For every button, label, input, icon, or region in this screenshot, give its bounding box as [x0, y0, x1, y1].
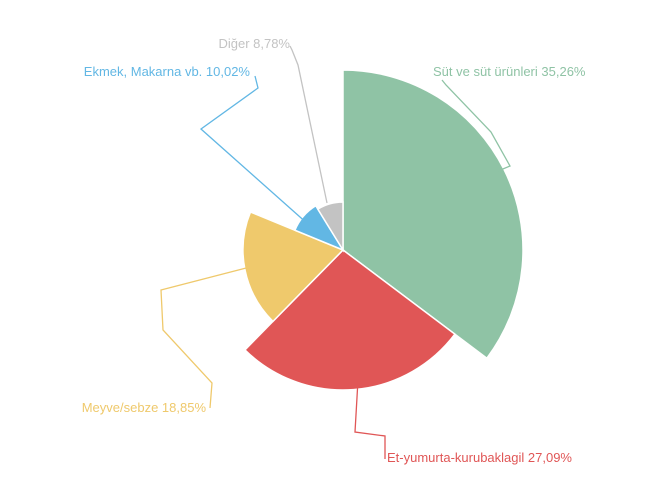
leader-lines: [160, 45, 511, 459]
label-meyve-sebze: Meyve/sebze 18,85%: [82, 400, 207, 415]
slice-diger[interactable]: [316, 201, 344, 253]
slice-ekmek-makarna-vb[interactable]: [293, 204, 345, 252]
leader-line-sut-ve-sut-urunleri: [441, 79, 511, 172]
slice-labels: Süt ve süt ürünleri 35,26% Et-yumurta-kur…: [82, 36, 586, 465]
pie-slices: [242, 69, 524, 391]
leader-line-ekmek-makarna-vb: [199, 75, 310, 226]
slice-meyve-sebze[interactable]: [242, 211, 345, 323]
label-sut-ve-sut-urunleri: Süt ve süt ürünleri 35,26%: [433, 64, 586, 79]
leader-line-diger: [289, 45, 328, 204]
label-diger: Diğer 8,78%: [218, 36, 290, 51]
leader-line-et-yumurta-kurubaklagil: [354, 379, 386, 459]
slice-sut-ve-sut-urunleri[interactable]: [342, 69, 524, 360]
label-ekmek-makarna-vb: Ekmek, Makarna vb. 10,02%: [84, 64, 251, 79]
slice-et-yumurta-kurubaklagil[interactable]: [243, 249, 456, 391]
label-et-yumurta-kurubaklagil: Et-yumurta-kurubaklagil 27,09%: [387, 450, 572, 465]
leader-line-meyve-sebze: [160, 266, 251, 409]
